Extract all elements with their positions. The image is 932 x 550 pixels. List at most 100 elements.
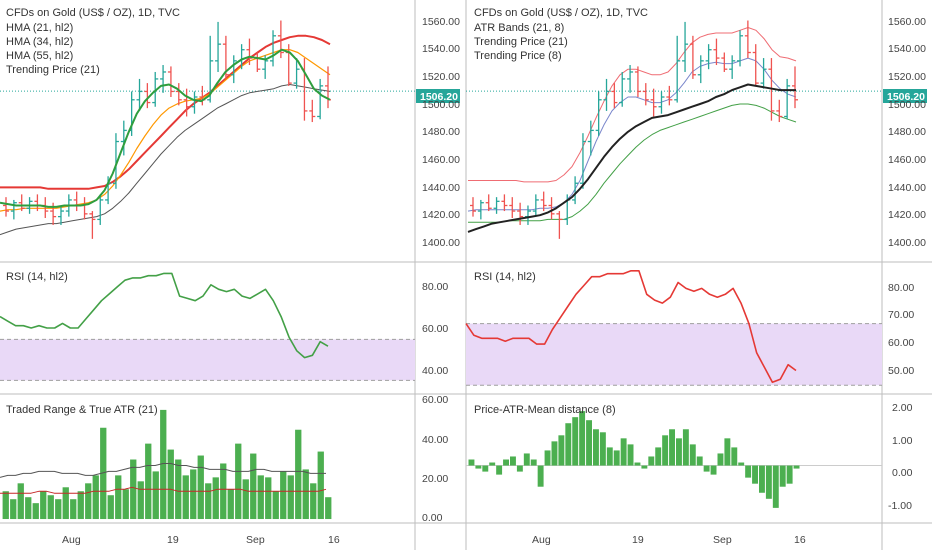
range-bar: [47, 495, 54, 520]
distance-bar: [703, 465, 710, 472]
atr-band-upper: [468, 27, 797, 183]
y-tick: 80.00: [888, 282, 914, 294]
price-bar: [470, 197, 476, 217]
hma-21-line: [0, 48, 331, 208]
price-bar: [713, 38, 720, 66]
price-bar: [89, 211, 96, 239]
price-bar: [293, 58, 300, 89]
range-bar: [175, 459, 182, 520]
distance-bar: [731, 447, 738, 466]
price-bar: [595, 91, 602, 136]
distance-bar: [593, 429, 599, 466]
price-bar: [658, 91, 665, 114]
y-tick: 1420.00: [888, 209, 926, 221]
range-bar: [152, 471, 159, 520]
legend-atr-bands: ATR Bands (21, 8): [474, 22, 564, 34]
range-bar: [2, 491, 9, 520]
legend-hma-34: HMA (34, hl2): [6, 36, 73, 48]
y-tick: 40.00: [422, 434, 448, 446]
distance-bar: [786, 465, 793, 484]
price-bar: [57, 205, 64, 225]
price-bar: [587, 120, 594, 156]
range-bar: [145, 443, 152, 520]
distance-bar: [599, 432, 606, 466]
distance-bar: [503, 459, 509, 466]
range-bar: [212, 477, 219, 520]
distance-bar: [662, 435, 669, 466]
price-bar: [152, 71, 159, 107]
y-tick: 1520.00: [422, 71, 460, 83]
price-bar: [705, 44, 712, 70]
distance-bar: [682, 429, 689, 466]
left-rsi-panel: [0, 272, 415, 381]
distance-bar: [489, 462, 496, 466]
range-bar: [62, 487, 69, 520]
price-bar: [784, 78, 791, 120]
price-bar: [650, 88, 657, 117]
right-distance-panel: [466, 411, 882, 508]
price-bar: [634, 66, 641, 98]
distance-bar: [572, 417, 579, 466]
range-bar: [287, 475, 294, 520]
range-bar: [227, 489, 234, 520]
range-bar: [302, 469, 309, 520]
price-bar: [792, 66, 798, 109]
left-price-badge: 1506.20: [416, 89, 460, 103]
price-bar: [776, 99, 783, 123]
range-bar: [100, 427, 107, 520]
range-bar: [122, 489, 129, 520]
left-rsi-y-axis: 80.00 60.00 40.00: [422, 281, 448, 377]
range-bar: [55, 499, 62, 520]
price-bar: [277, 20, 284, 59]
distance-bar: [710, 465, 717, 475]
y-tick: 2.00: [892, 402, 913, 414]
range-bar: [325, 497, 332, 520]
price-bar: [627, 65, 634, 93]
range-bar: [265, 477, 272, 520]
price-bar: [144, 83, 151, 109]
x-tick-19: 19: [167, 534, 179, 546]
distance-bar: [516, 465, 523, 472]
right-rsi-title: RSI (14, hl2): [474, 271, 536, 283]
distance-bar: [669, 429, 675, 466]
hma-34-line: [0, 49, 331, 212]
distance-bar: [510, 456, 516, 466]
price-bar: [517, 202, 524, 225]
range-bar: [40, 491, 47, 520]
legend-hma-21: HMA (21, hl2): [6, 22, 73, 34]
y-tick: 0.00: [422, 512, 443, 524]
range-bar: [257, 475, 264, 520]
range-bar: [242, 479, 249, 520]
distance-bar: [606, 447, 613, 466]
distance-bar: [641, 465, 648, 469]
price-bar: [611, 83, 618, 109]
price-bar: [191, 91, 198, 114]
rsi-line: [465, 269, 797, 384]
price-bar: [674, 35, 681, 103]
right-rsi-y-axis: 80.00 70.00 60.00 50.00: [888, 282, 914, 377]
left-current-price: 1506.20: [420, 91, 458, 103]
y-tick: 1560.00: [422, 16, 460, 28]
y-tick: 1560.00: [888, 16, 926, 28]
left-x-axis: Aug 19 Sep 16: [62, 534, 340, 546]
y-tick: 50.00: [888, 365, 914, 377]
trending-price-21-line: [467, 57, 797, 212]
distance-bar: [565, 423, 572, 466]
range-bar: [70, 499, 77, 520]
price-bar: [167, 66, 174, 98]
range-bar: [130, 459, 137, 520]
legend-trending-price-21: Trending Price (21): [6, 64, 100, 76]
legend-trending-price-21: Trending Price (21): [474, 36, 568, 48]
y-tick: 60.00: [888, 337, 914, 349]
right-x-axis: Aug 19 Sep 16: [532, 534, 806, 546]
y-tick: 1460.00: [888, 154, 926, 166]
price-bar: [752, 44, 759, 86]
distance-bar: [627, 444, 634, 466]
average-range-line: [0, 463, 326, 478]
distance-bar: [620, 438, 627, 466]
distance-bar: [745, 465, 752, 478]
price-bar: [10, 199, 17, 220]
x-tick-19: 19: [632, 534, 644, 546]
y-tick: 1.00: [892, 435, 913, 447]
